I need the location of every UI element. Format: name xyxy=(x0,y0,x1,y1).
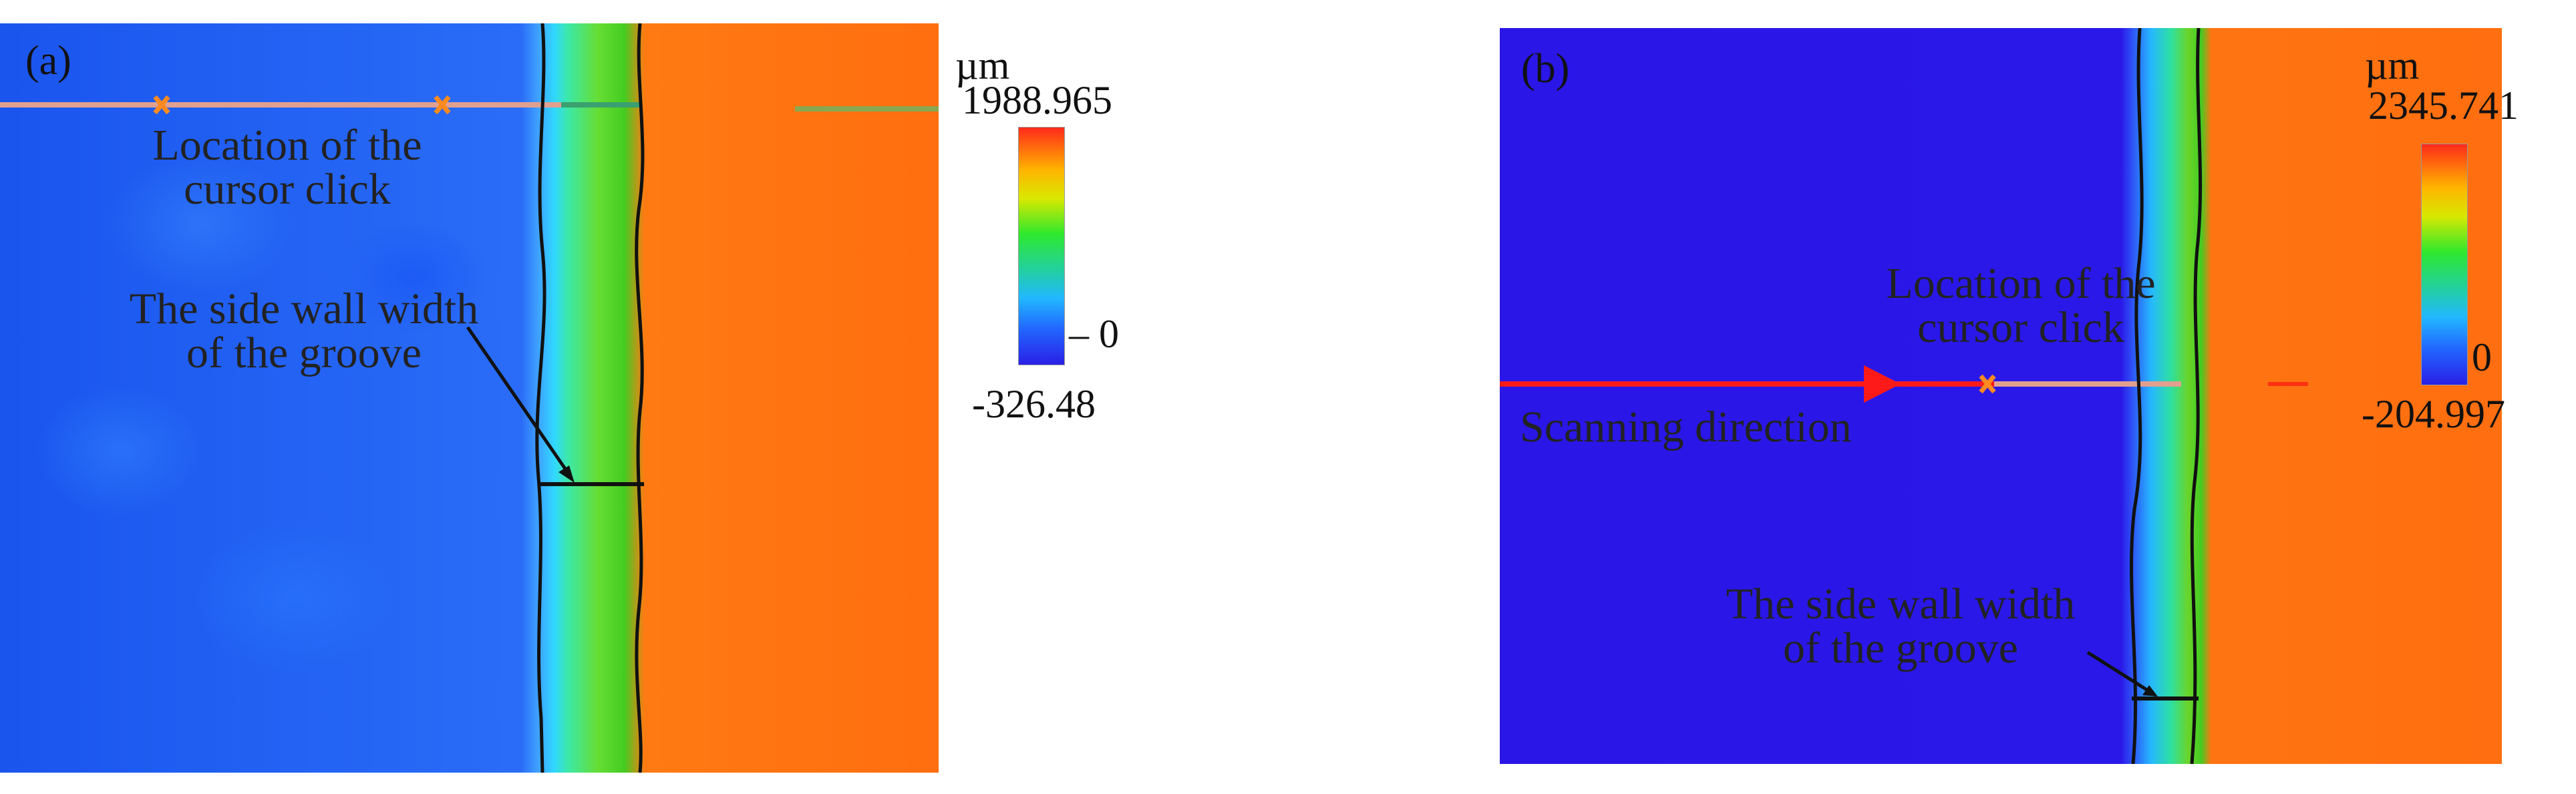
leader-arrowhead xyxy=(2142,685,2158,697)
height-map-panel-b: (b) Location of the cursor click Scannin… xyxy=(1500,28,2502,764)
scan-direction-arrowhead xyxy=(1864,365,1901,403)
wall-width-label: The side wall width of the groove xyxy=(1660,582,2141,670)
colorbar-b-unit: µm xyxy=(2365,43,2420,87)
colorbar-b-zero: 0 xyxy=(2472,335,2492,379)
colorbar-a-max: 1988.965 xyxy=(962,78,1112,122)
colorbar-a-zero-value: 0 xyxy=(1099,312,1119,356)
wall-label-leader xyxy=(2086,650,2152,694)
colorbar-a-unit: µm xyxy=(955,43,1010,87)
wall-width-label: The side wall width of the groove xyxy=(63,287,544,375)
cursor-location-label: Location of the cursor click xyxy=(100,124,474,212)
wall-label-line2: of the groove xyxy=(186,329,422,377)
wall-boundary-left xyxy=(2129,28,2144,764)
wall-label-line2: of the groove xyxy=(1783,624,2018,672)
wall-boundary-right xyxy=(635,23,645,773)
colorbar-b xyxy=(2421,144,2468,385)
panel-b-overlay xyxy=(1500,28,2308,764)
cursor-mark-1 xyxy=(153,95,170,115)
cursor-label-line1: Location of the xyxy=(1886,259,2156,308)
cursor-label-line2: cursor click xyxy=(184,165,391,214)
cursor-label-line2: cursor click xyxy=(1917,303,2124,352)
colorbar-a-min: -326.48 xyxy=(972,382,1096,426)
scanning-direction-label: Scanning direction xyxy=(1520,403,1852,451)
wall-boundary-right xyxy=(2190,28,2203,764)
height-map-panel-a: (a) Location of the cursor click The sid… xyxy=(0,23,939,773)
colorbar-a xyxy=(1018,127,1065,365)
panel-a-overlay xyxy=(0,23,939,773)
colorbar-a-zero: – 0 xyxy=(1069,312,1119,356)
wall-label-leader xyxy=(466,326,573,479)
colorbar-b-min: -204.997 xyxy=(2362,392,2505,436)
panel-b-letter: (b) xyxy=(1521,46,1570,91)
cursor-label-line1: Location of the xyxy=(152,121,422,170)
leader-arrowhead xyxy=(558,465,575,483)
wall-label-line1: The side wall width xyxy=(1726,580,2076,628)
cursor-location-label: Location of the cursor click xyxy=(1827,262,2215,350)
panel-a-letter: (a) xyxy=(25,38,71,83)
colorbar-b-max: 2345.741 xyxy=(2368,83,2519,128)
cursor-mark xyxy=(1979,374,1996,394)
cursor-mark-2 xyxy=(434,95,451,115)
wall-label-line1: The side wall width xyxy=(129,284,479,333)
wall-boundary-left xyxy=(535,23,546,773)
